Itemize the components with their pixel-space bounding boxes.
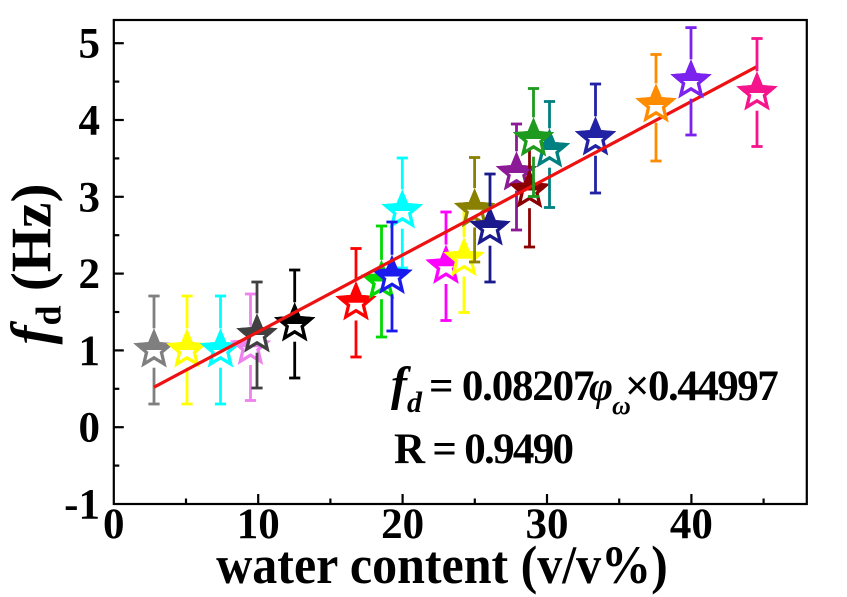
svg-text:-1: -1 — [64, 482, 100, 529]
svg-text:30: 30 — [526, 501, 569, 548]
svg-text:0: 0 — [103, 501, 125, 548]
svg-text:f: f — [391, 358, 411, 411]
svg-text:= 0.08207: = 0.08207 — [429, 363, 594, 410]
svg-text:2: 2 — [79, 251, 101, 298]
svg-text:10: 10 — [237, 501, 280, 548]
svg-text:water content (v/v%): water content (v/v%) — [216, 536, 668, 595]
svg-text:×0.44997: ×0.44997 — [625, 363, 778, 410]
svg-text:40: 40 — [670, 501, 713, 548]
svg-text:5: 5 — [79, 21, 101, 68]
svg-text:0: 0 — [79, 405, 101, 452]
svg-text:4: 4 — [79, 98, 101, 145]
svg-text:φ: φ — [589, 363, 613, 409]
svg-text:R = 0.9490: R = 0.9490 — [394, 426, 573, 473]
svg-text:3: 3 — [79, 174, 101, 221]
svg-text:1: 1 — [79, 328, 101, 375]
svg-text:fd (Hz): fd (Hz) — [1, 184, 69, 345]
svg-text:20: 20 — [381, 501, 424, 548]
svg-text:ω: ω — [612, 391, 631, 420]
svg-text:d: d — [407, 386, 423, 419]
